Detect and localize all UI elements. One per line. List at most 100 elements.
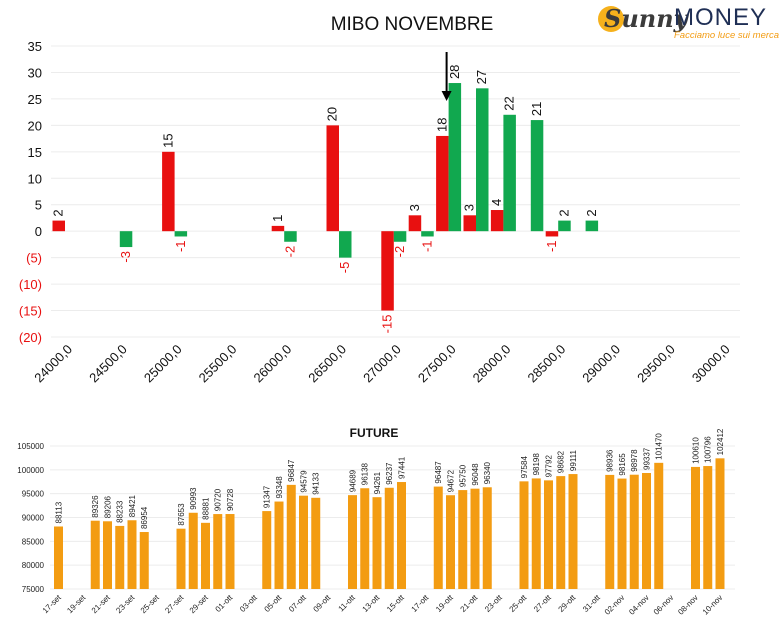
- future-y-tick-label: 105000: [17, 442, 44, 451]
- mibo-data-label: 27: [474, 70, 489, 84]
- future-bar: [286, 484, 296, 589]
- mibo-bar: [408, 215, 422, 232]
- mibo-bar: [463, 215, 476, 232]
- future-chart: FUTURE 75000 80000 85000 90000 95000 100000 10…: [17, 426, 735, 617]
- mibo-bar: [393, 231, 407, 242]
- future-y-tick-label: 75000: [22, 585, 45, 594]
- mibo-bar: [558, 220, 571, 232]
- mibo-y-tick-label: 10: [28, 171, 42, 186]
- future-data-label: 100610: [692, 437, 701, 464]
- future-bar: [629, 474, 639, 589]
- future-bar: [568, 474, 578, 589]
- future-bar: [691, 466, 700, 589]
- future-x-tick-label: 15-ott: [385, 593, 406, 614]
- future-x-tick-label: 25-ott: [508, 593, 529, 614]
- future-x-tick-label: 27-set: [163, 593, 186, 616]
- future-data-label: 101470: [655, 433, 664, 460]
- future-data-label: 98198: [532, 453, 541, 476]
- mibo-y-tick-label: (20): [19, 330, 42, 345]
- future-x-tick-label: 09-ott: [312, 593, 333, 614]
- future-y-tick-label: 80000: [22, 561, 45, 570]
- mibo-x-tick-label: 27000,0: [360, 342, 404, 386]
- future-bar: [348, 495, 357, 589]
- mibo-x-tick-label: 28500,0: [524, 342, 568, 386]
- future-x-tick-label: 03-ott: [238, 593, 259, 614]
- mibo-bar: [52, 220, 65, 232]
- mibo-x-tick-label: 29000,0: [579, 342, 623, 386]
- logo-money-text: MONEY: [674, 4, 768, 31]
- future-data-label: 97441: [398, 456, 407, 479]
- future-bar: [715, 458, 725, 589]
- future-x-tick-label: 27-ott: [532, 593, 553, 614]
- mibo-bar: [436, 135, 449, 232]
- future-bar: [225, 514, 235, 589]
- mibo-bar: [119, 231, 133, 248]
- sun-icon: [598, 6, 624, 32]
- mibo-bar: [448, 83, 462, 232]
- future-bar: [397, 482, 406, 589]
- mibo-bar: [284, 231, 297, 242]
- sunny-money-logo: Sunny MONEY Facciamo luce sui mercati: [598, 2, 779, 42]
- mibo-data-label: 28: [447, 65, 462, 79]
- mibo-data-label: 21: [529, 102, 544, 116]
- future-x-tick-label: 23-ott: [483, 593, 504, 614]
- future-x-tick-label: 01-ott: [214, 593, 235, 614]
- future-bar: [188, 512, 198, 589]
- future-data-label: 93348: [275, 476, 284, 499]
- future-bar: [642, 472, 651, 589]
- future-y-tick-label: 90000: [22, 514, 45, 523]
- future-y-axis: 75000 80000 85000 90000 95000 100000 105000: [17, 442, 44, 594]
- future-x-tick-label: 29-ott: [557, 593, 578, 614]
- future-data-label: 94672: [447, 469, 456, 492]
- mibo-arrow-annotation: [441, 52, 452, 101]
- future-x-tick-label: 23-set: [114, 593, 137, 616]
- mibo-bar: [421, 231, 434, 237]
- future-data-label: 98682: [557, 450, 566, 473]
- future-x-tick-label: 07-ott: [287, 593, 308, 614]
- future-bars: [54, 458, 725, 589]
- future-bar: [531, 478, 541, 589]
- future-y-tick-label: 85000: [22, 537, 45, 546]
- future-bar: [617, 478, 627, 589]
- future-x-tick-label: 21-set: [90, 593, 113, 616]
- future-data-label: 96138: [361, 462, 370, 485]
- mibo-data-label: -3: [118, 251, 133, 263]
- mibo-data-label: -1: [419, 240, 434, 252]
- future-x-tick-label: 19-ott: [434, 593, 455, 614]
- mibo-data-label: -1: [544, 240, 559, 252]
- future-bar: [433, 486, 443, 589]
- future-data-label: 89206: [104, 495, 113, 518]
- future-data-label: 96847: [287, 459, 296, 482]
- future-bar: [213, 514, 223, 589]
- mibo-data-label: 4: [489, 199, 504, 206]
- future-x-tick-label: 19-set: [65, 593, 88, 616]
- future-bar: [311, 497, 321, 589]
- mibo-data-label: 15: [160, 133, 175, 147]
- mibo-y-tick-label: (10): [19, 277, 42, 292]
- mibo-x-tick-label: 29500,0: [634, 342, 678, 386]
- mibo-data-label: -2: [282, 246, 297, 258]
- future-data-label: 91347: [263, 485, 272, 508]
- mibo-data-label: -5: [337, 262, 352, 274]
- mibo-data-label: -2: [392, 246, 407, 258]
- mibo-y-axis: 35 30 25 20 15 10 5 0 (5) (10) (15) (20): [19, 39, 42, 345]
- mibo-y-tick-label: 35: [28, 39, 42, 54]
- future-x-tick-label: 17-set: [41, 593, 64, 616]
- future-bar: [544, 480, 553, 589]
- future-bar: [519, 481, 529, 589]
- mibo-data-label: -1: [173, 240, 188, 252]
- mibo-x-tick-label: 26000,0: [250, 342, 294, 386]
- future-bar: [54, 526, 63, 589]
- mibo-bar: [530, 120, 544, 232]
- future-x-tick-label: 29-set: [188, 593, 211, 616]
- future-x-tick-label: 31-ott: [581, 593, 602, 614]
- future-data-label: 102412: [716, 428, 725, 455]
- future-data-label: 96340: [483, 461, 492, 484]
- mibo-bar: [162, 151, 175, 232]
- future-bar: [605, 474, 615, 589]
- future-data-label: 90993: [189, 487, 198, 510]
- mibo-bar: [381, 231, 394, 311]
- future-y-tick-label: 95000: [22, 490, 45, 499]
